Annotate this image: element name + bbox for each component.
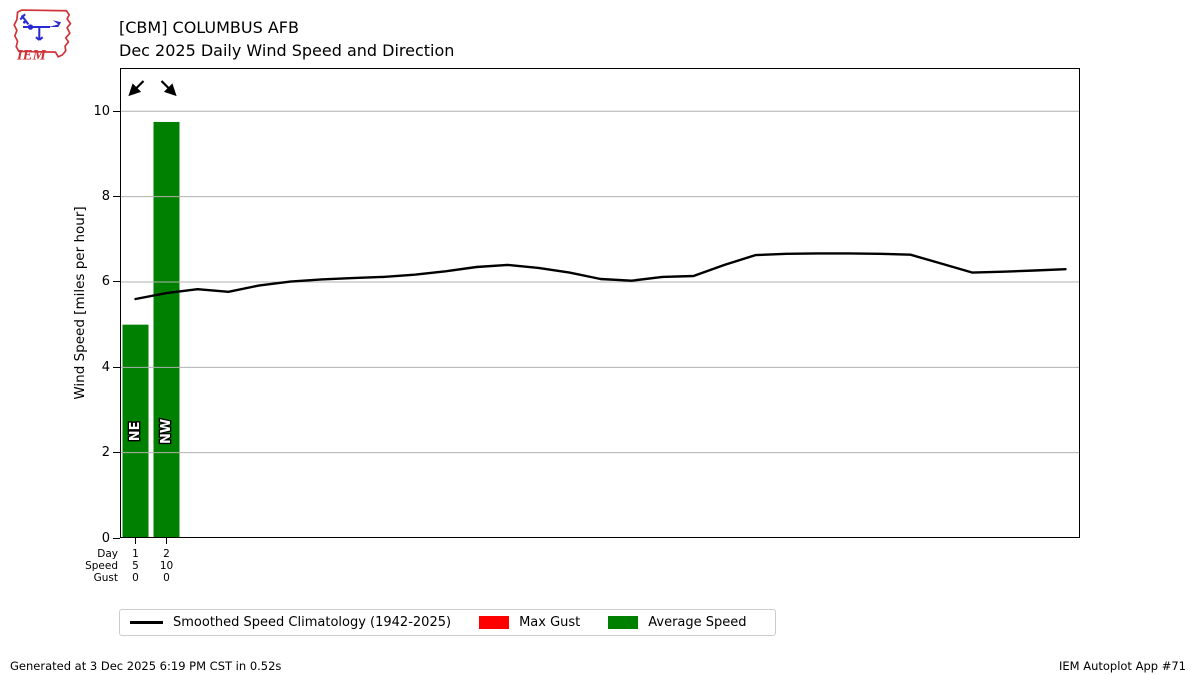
legend: Smoothed Speed Climatology (1942-2025) M… bbox=[119, 609, 776, 636]
table-row-label: Gust bbox=[93, 572, 118, 584]
wind-direction-label: NE bbox=[128, 421, 143, 441]
page-title: Dec 2025 Daily Wind Speed and Direction bbox=[119, 41, 455, 60]
climatology-line bbox=[134, 252, 1067, 301]
wind-vane-solids bbox=[23, 20, 61, 30]
wind-speed-chart: NE NW bbox=[120, 68, 1080, 538]
table-cell-value: 5 bbox=[132, 560, 139, 572]
average-speed-bar bbox=[122, 324, 149, 538]
generated-timestamp: Generated at 3 Dec 2025 6:19 PM CST in 0… bbox=[10, 659, 282, 673]
table-row-label: Speed bbox=[85, 560, 118, 572]
legend-max-gust-swatch bbox=[479, 616, 510, 629]
table-cell-value: 0 bbox=[132, 572, 139, 584]
x-tick-mark bbox=[135, 538, 136, 544]
iowa-outline-icon: IEM bbox=[13, 9, 72, 64]
y-tick-mark bbox=[113, 366, 120, 368]
legend-line-swatch bbox=[130, 621, 163, 624]
station-title: [CBM] COLUMBUS AFB bbox=[119, 18, 299, 37]
iem-logo: IEM bbox=[8, 6, 76, 67]
y-tick-mark bbox=[113, 196, 120, 198]
y-tick-label: 4 bbox=[101, 359, 110, 375]
y-tick-mark bbox=[113, 281, 120, 283]
legend-average-speed-swatch bbox=[608, 616, 639, 629]
wind-direction-arrow bbox=[128, 80, 145, 97]
legend-label-climatology: Smoothed Speed Climatology (1942-2025) bbox=[173, 615, 452, 630]
wind-direction-label: NW bbox=[159, 419, 174, 444]
wind-direction-arrow bbox=[160, 80, 177, 97]
y-tick-label: 0 bbox=[101, 530, 110, 546]
legend-label-average-speed: Average Speed bbox=[648, 615, 747, 630]
table-row-label: Day bbox=[97, 548, 118, 560]
legend-label-max-gust: Max Gust bbox=[519, 615, 581, 630]
y-tick-label: 6 bbox=[101, 274, 110, 290]
y-tick-label: 8 bbox=[101, 189, 110, 205]
y-tick-label: 10 bbox=[93, 103, 110, 119]
table-cell-value: 10 bbox=[159, 560, 174, 572]
wind-vane-icon bbox=[19, 13, 51, 41]
y-tick-label: 2 bbox=[101, 445, 110, 461]
plot-area: NE NW bbox=[120, 68, 1080, 538]
logo-text: IEM bbox=[16, 48, 47, 63]
y-tick-mark bbox=[113, 452, 120, 454]
table-cell-value: 1 bbox=[132, 548, 139, 560]
app-credit: IEM Autoplot App #71 bbox=[1058, 659, 1186, 673]
average-speed-bar bbox=[153, 121, 180, 538]
y-tick-mark bbox=[113, 537, 120, 539]
table-cell-value: 2 bbox=[163, 548, 170, 560]
x-tick-mark bbox=[166, 538, 167, 544]
plot-frame bbox=[120, 68, 1080, 538]
table-cell-value: 0 bbox=[163, 572, 170, 584]
y-tick-mark bbox=[113, 110, 120, 112]
